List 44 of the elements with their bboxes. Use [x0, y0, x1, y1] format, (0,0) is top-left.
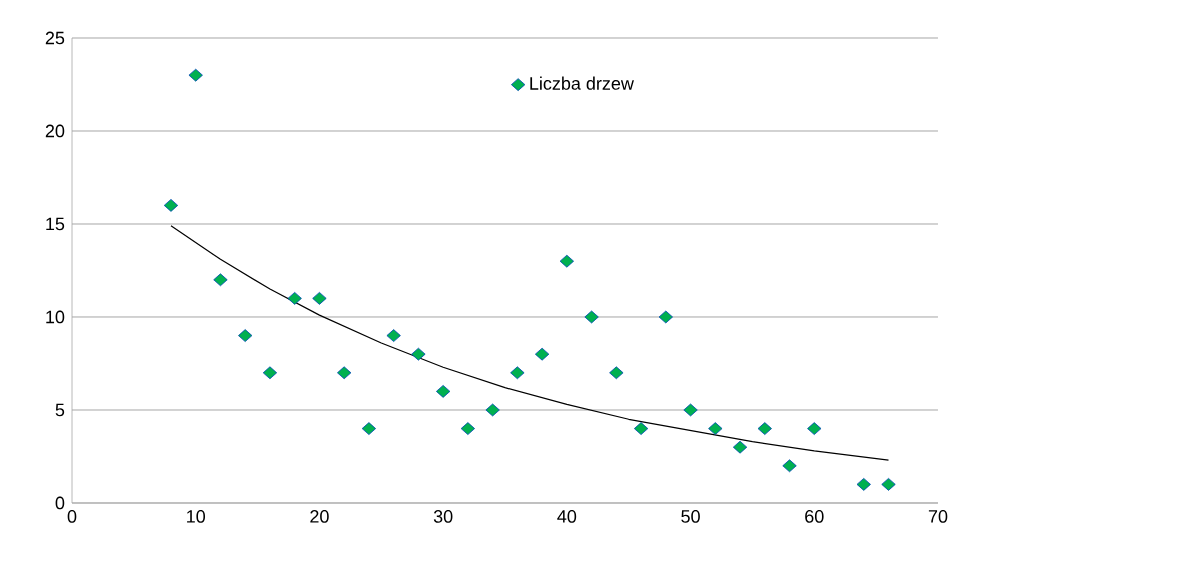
point [807, 422, 822, 435]
y-tick-label: 0 [55, 496, 65, 510]
point [485, 403, 500, 417]
x-tick-label: 70 [928, 510, 948, 523]
x-tick-label: 30 [433, 510, 453, 523]
y-tick-label: 15 [46, 217, 65, 231]
x-tick-label: 20 [310, 510, 329, 523]
point [757, 422, 772, 435]
x-tick-label: 40 [557, 510, 577, 523]
point [361, 422, 377, 435]
point [732, 440, 748, 454]
point [534, 347, 550, 361]
point [163, 198, 179, 212]
point [337, 366, 352, 380]
point [262, 366, 278, 380]
x-tick-label: 10 [187, 510, 206, 523]
point [312, 291, 327, 305]
y-tick-label: 5 [55, 403, 65, 417]
point [584, 310, 599, 324]
point [238, 329, 253, 342]
point [436, 384, 451, 398]
point [633, 422, 649, 435]
point [411, 347, 426, 361]
point [708, 422, 723, 435]
point [460, 422, 476, 435]
legend-label: Liczba drzew [530, 76, 634, 90]
point [213, 273, 228, 287]
x-tick-label: 60 [805, 510, 824, 523]
y-tick-label: 25 [45, 31, 65, 45]
point [510, 366, 525, 380]
point [856, 477, 871, 491]
x-tick-label: 0 [67, 510, 77, 523]
point [559, 254, 574, 268]
point [782, 459, 797, 473]
y-tick-label: 10 [46, 310, 65, 324]
y-tick-label: 20 [45, 124, 65, 138]
point [658, 310, 673, 324]
point [881, 477, 896, 491]
point [287, 291, 302, 305]
point [609, 366, 624, 380]
point [386, 329, 401, 342]
point [683, 403, 698, 417]
point [188, 68, 203, 82]
x-tick-label: 50 [681, 510, 700, 523]
